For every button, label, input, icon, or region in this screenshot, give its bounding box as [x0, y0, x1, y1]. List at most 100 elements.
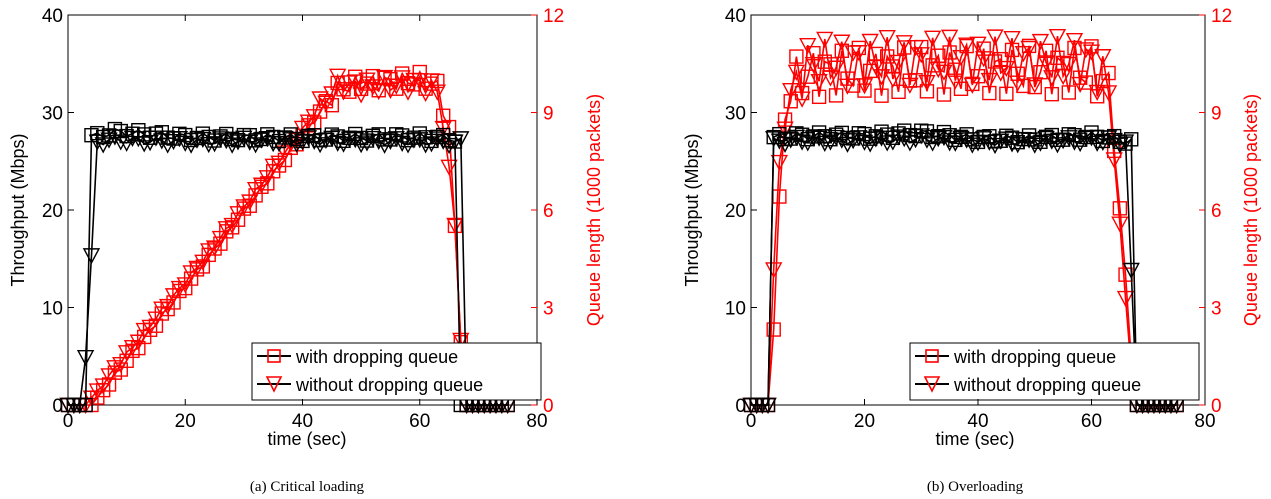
series-throughput-without-dropping	[59, 129, 517, 414]
data-point	[334, 136, 353, 153]
x-tick-label: 20	[175, 411, 196, 432]
data-point	[895, 35, 913, 52]
data-point	[100, 368, 118, 385]
data-point	[235, 199, 253, 216]
data-point	[1026, 77, 1044, 94]
data-point	[957, 37, 976, 54]
data-point	[884, 134, 902, 151]
data-point	[270, 155, 288, 172]
y-right-tick-label: 9	[543, 104, 554, 125]
data-point	[246, 137, 265, 154]
data-point	[878, 29, 896, 47]
data-point	[194, 131, 212, 149]
legend-label-without-dropping: without dropping queue	[953, 375, 1141, 395]
data-point	[1003, 136, 1021, 153]
data-point	[975, 51, 993, 68]
data-point	[787, 64, 806, 81]
x-tick-label: 80	[526, 411, 547, 432]
data-point	[766, 322, 781, 337]
data-point	[969, 36, 987, 53]
data-point	[1088, 84, 1106, 101]
data-point	[1020, 132, 1038, 149]
data-point	[399, 84, 417, 101]
data-point	[765, 262, 783, 279]
data-point	[799, 135, 817, 152]
x-tick-label: 40	[292, 411, 313, 432]
data-point	[1044, 86, 1059, 102]
data-point	[878, 135, 896, 152]
y-right-tick-label: 3	[543, 299, 554, 320]
data-point	[1037, 55, 1055, 72]
data-point	[980, 72, 999, 90]
data-point	[112, 134, 130, 151]
data-point	[1105, 152, 1123, 169]
data-point	[1099, 85, 1118, 102]
data-point	[901, 77, 919, 94]
data-point	[164, 288, 183, 305]
data-point	[999, 86, 1014, 102]
y-left-tick-label: 0	[735, 396, 746, 417]
data-point	[317, 95, 335, 112]
y-left-tick-label: 10	[725, 299, 746, 320]
data-point	[387, 78, 405, 95]
data-point	[965, 76, 980, 92]
data-point	[241, 134, 259, 151]
data-point	[872, 130, 891, 147]
data-point	[252, 177, 271, 194]
data-point	[1020, 40, 1038, 57]
x-tick-label: 80	[1194, 411, 1215, 432]
y-right-axis-title: Queue length (1000 packets)	[1241, 94, 1261, 326]
x-tick-label: 0	[746, 411, 757, 432]
data-point	[440, 159, 458, 176]
data-point	[305, 109, 323, 126]
data-point	[147, 311, 165, 328]
data-point	[997, 60, 1016, 78]
y-right-tick-label: 6	[1211, 201, 1222, 222]
data-point	[340, 75, 359, 92]
data-point	[799, 37, 817, 55]
x-tick-label: 60	[409, 411, 430, 432]
series-queue-without-dropping	[742, 28, 1186, 414]
data-point	[411, 132, 429, 149]
legend-box	[909, 342, 1200, 401]
data-point	[759, 397, 777, 414]
data-point	[211, 131, 230, 148]
data-point	[776, 121, 794, 138]
y-left-axis-title: Throughput (Mbps)	[8, 133, 28, 286]
data-point	[935, 64, 953, 81]
data-point	[1065, 32, 1084, 50]
x-tick-label: 60	[1081, 411, 1102, 432]
y-right-tick-label: 12	[543, 6, 564, 27]
y-left-tick-label: 20	[725, 201, 746, 222]
data-point	[1003, 30, 1021, 48]
data-point	[217, 133, 235, 150]
y-left-tick-label: 10	[42, 299, 63, 320]
data-point	[446, 217, 464, 234]
data-point	[816, 31, 834, 48]
data-point	[258, 131, 276, 148]
data-point	[789, 49, 804, 64]
data-point	[833, 34, 851, 51]
data-point	[980, 134, 999, 151]
legend: with dropping queue without dropping que…	[251, 342, 542, 401]
data-point	[1061, 85, 1077, 100]
data-point	[428, 84, 447, 101]
x-tick-label: 20	[854, 411, 875, 432]
y-left-tick-label: 30	[725, 104, 746, 125]
data-point	[782, 83, 800, 100]
data-point	[770, 154, 789, 172]
data-point	[452, 131, 470, 148]
data-point	[838, 78, 857, 95]
data-point	[282, 132, 300, 149]
data-point	[891, 84, 906, 100]
data-point	[323, 130, 341, 147]
data-point	[895, 131, 913, 148]
data-point	[364, 79, 382, 96]
data-point	[919, 84, 935, 99]
data-point	[861, 136, 879, 153]
data-point	[929, 131, 947, 148]
data-point	[1124, 132, 1139, 147]
data-point	[346, 74, 364, 91]
data-point	[1048, 28, 1067, 46]
data-point	[889, 54, 908, 71]
